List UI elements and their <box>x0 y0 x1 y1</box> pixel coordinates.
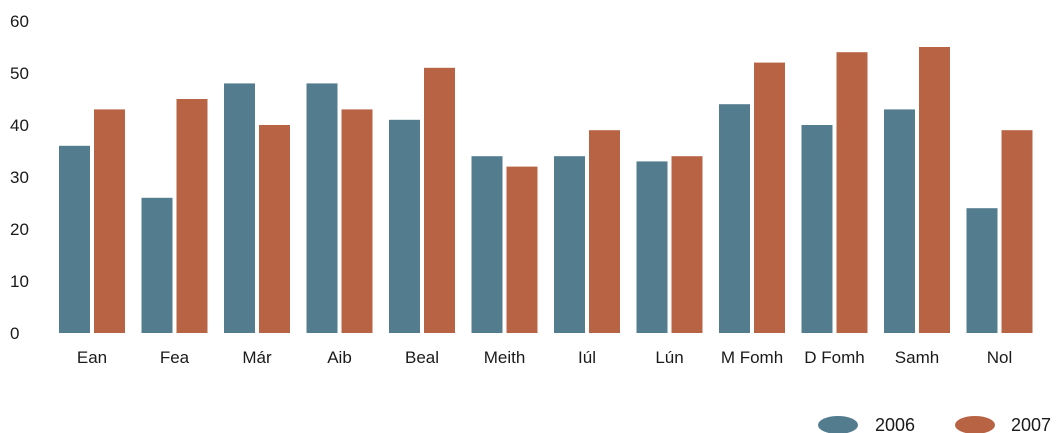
bar-2006-lún <box>636 161 668 333</box>
bar-2006-iúl <box>554 156 585 333</box>
y-tick-label: 60 <box>10 12 29 31</box>
bar-2006-meith <box>471 156 503 333</box>
x-tick-label: Nol <box>987 348 1013 367</box>
x-tick-label: Samh <box>895 348 939 367</box>
y-tick-label: 10 <box>10 272 29 291</box>
bar-2006-d-fomh <box>801 125 833 333</box>
y-tick-label: 50 <box>10 64 29 83</box>
x-tick-label: Beal <box>405 348 439 367</box>
x-tick-label: Aib <box>327 348 352 367</box>
bar-2007-ean <box>94 109 125 334</box>
bar-2007-iúl <box>589 130 620 333</box>
y-axis-ticks: 0 10 20 30 40 50 60 <box>10 12 29 343</box>
y-tick-label: 40 <box>10 116 29 135</box>
bar-2006-samh <box>884 109 915 334</box>
x-tick-label: Fea <box>160 348 190 367</box>
y-tick-label: 30 <box>10 168 29 187</box>
bar-2006-aib <box>306 83 338 334</box>
bar-2007-lún <box>671 156 703 333</box>
x-axis-ticks: Ean Fea Már Aib Beal Meith Iúl Lún M Fomh D Fomh S… <box>77 348 1012 367</box>
x-tick-label: Lún <box>655 348 683 367</box>
legend-swatch-2006 <box>818 416 858 433</box>
x-tick-label: Ean <box>77 348 107 367</box>
bar-2006-nol <box>966 208 998 333</box>
bar-2006-beal <box>389 119 420 333</box>
bar-2007-már <box>259 125 290 333</box>
x-tick-label: D Fomh <box>804 348 864 367</box>
bar-2007-d-fomh <box>836 52 868 333</box>
legend-label-2006: 2006 <box>875 415 915 433</box>
y-tick-label: 0 <box>10 324 19 343</box>
bar-2007-beal <box>424 67 455 334</box>
bar-2007-meith <box>506 166 538 333</box>
bar-2006-ean <box>59 145 90 333</box>
bar-2007-m-fomh <box>754 62 785 333</box>
bar-2007-nol <box>1001 130 1033 333</box>
bar-2007-fea <box>176 99 208 333</box>
bar-2006-fea <box>141 197 173 333</box>
bar-2007-aib <box>341 109 373 334</box>
bar-2006-már <box>224 83 255 334</box>
legend-label-2007: 2007 <box>1011 415 1051 433</box>
x-tick-label: M Fomh <box>721 348 783 367</box>
y-tick-label: 20 <box>10 220 29 239</box>
legend-swatch-2007 <box>955 416 995 433</box>
legend: 2006 2007 <box>818 415 1051 433</box>
bars <box>59 47 1033 334</box>
x-tick-label: Iúl <box>578 348 596 367</box>
bar-2006-m-fomh <box>719 104 750 333</box>
bar-2007-samh <box>919 47 950 333</box>
x-tick-label: Már <box>242 348 272 367</box>
x-tick-label: Meith <box>484 348 526 367</box>
